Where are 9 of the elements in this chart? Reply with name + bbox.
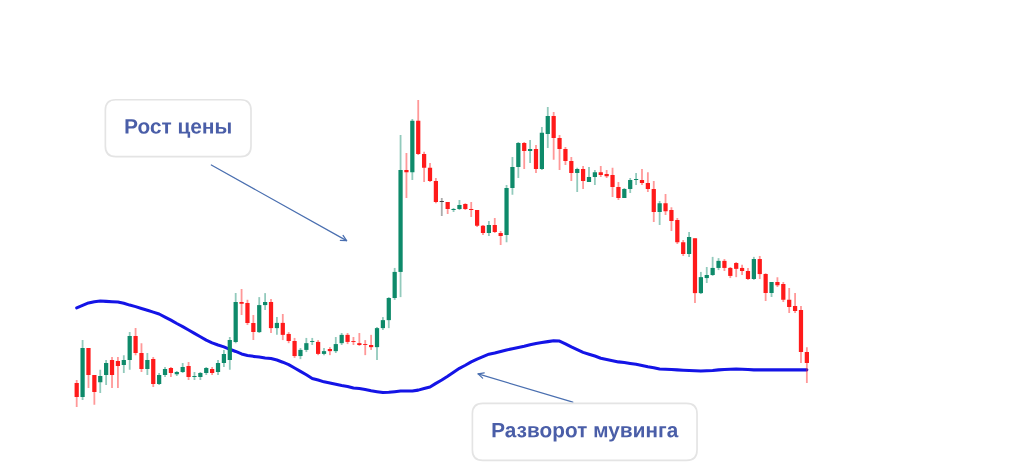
candlestick (263, 292, 268, 311)
candlestick (357, 332, 362, 347)
text: Разворот мувинга (492, 422, 679, 442)
candlestick (639, 168, 645, 186)
candlestick (310, 337, 315, 346)
candlestick (469, 201, 474, 218)
candlestick (704, 266, 709, 284)
candlestick (363, 339, 368, 357)
annotation: Рост цены (125, 119, 231, 138)
